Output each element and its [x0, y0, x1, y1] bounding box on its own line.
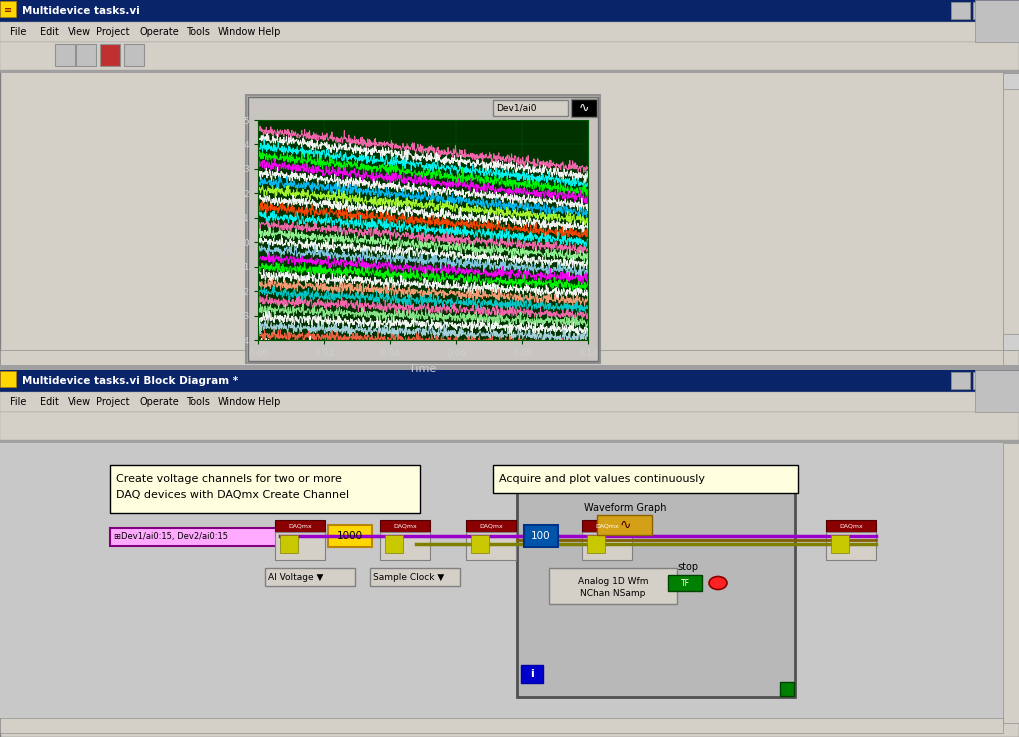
- Text: Sample Clock ▼: Sample Clock ▼: [373, 573, 444, 581]
- X-axis label: Time: Time: [410, 363, 436, 374]
- Text: View: View: [68, 397, 91, 407]
- Text: Dev1/ai0: Dev1/ai0: [496, 103, 536, 113]
- Text: ≡: ≡: [4, 5, 12, 15]
- Text: Multidevice tasks.vi: Multidevice tasks.vi: [22, 6, 140, 16]
- Text: Window: Window: [218, 27, 257, 37]
- Text: DAQmx: DAQmx: [288, 523, 312, 528]
- Text: Tools: Tools: [186, 397, 210, 407]
- Text: Operate: Operate: [140, 27, 179, 37]
- Text: Edit: Edit: [40, 27, 59, 37]
- Text: Project: Project: [96, 397, 129, 407]
- Text: AI Voltage ▼: AI Voltage ▼: [268, 573, 323, 581]
- Text: Analog 1D Wfm: Analog 1D Wfm: [578, 576, 648, 585]
- Text: DAQmx: DAQmx: [393, 523, 417, 528]
- Text: 100: 100: [531, 531, 551, 541]
- Text: Waveform Graph: Waveform Graph: [584, 503, 666, 513]
- Text: File: File: [10, 397, 26, 407]
- Text: DAQmx: DAQmx: [479, 523, 502, 528]
- Text: Window: Window: [218, 397, 257, 407]
- Text: i: i: [530, 669, 534, 679]
- Text: Project: Project: [96, 27, 129, 37]
- Text: ∿: ∿: [620, 518, 631, 532]
- Text: DAQmx: DAQmx: [839, 523, 863, 528]
- Text: NChan NSamp: NChan NSamp: [580, 589, 646, 598]
- Text: ⊞Dev1/ai0:15, Dev2/ai0:15: ⊞Dev1/ai0:15, Dev2/ai0:15: [114, 533, 228, 542]
- Text: DAQmx: DAQmx: [595, 523, 619, 528]
- Text: TF: TF: [681, 579, 690, 587]
- Text: File: File: [10, 27, 26, 37]
- Text: Tools: Tools: [186, 27, 210, 37]
- Text: Operate: Operate: [140, 397, 179, 407]
- Text: Help: Help: [258, 397, 280, 407]
- Text: Edit: Edit: [40, 397, 59, 407]
- Text: Create voltage channels for two or more: Create voltage channels for two or more: [116, 474, 342, 484]
- Text: Help: Help: [258, 27, 280, 37]
- Text: 1000: 1000: [337, 531, 363, 541]
- Text: View: View: [68, 27, 91, 37]
- Text: stop: stop: [678, 562, 699, 572]
- Text: ∿: ∿: [579, 102, 589, 114]
- Y-axis label: Amplitude: Amplitude: [224, 201, 234, 259]
- Text: DAQ devices with DAQmx Create Channel: DAQ devices with DAQmx Create Channel: [116, 490, 350, 500]
- Text: Multidevice tasks.vi Block Diagram *: Multidevice tasks.vi Block Diagram *: [22, 376, 238, 386]
- Text: Acquire and plot values continuously: Acquire and plot values continuously: [499, 474, 705, 484]
